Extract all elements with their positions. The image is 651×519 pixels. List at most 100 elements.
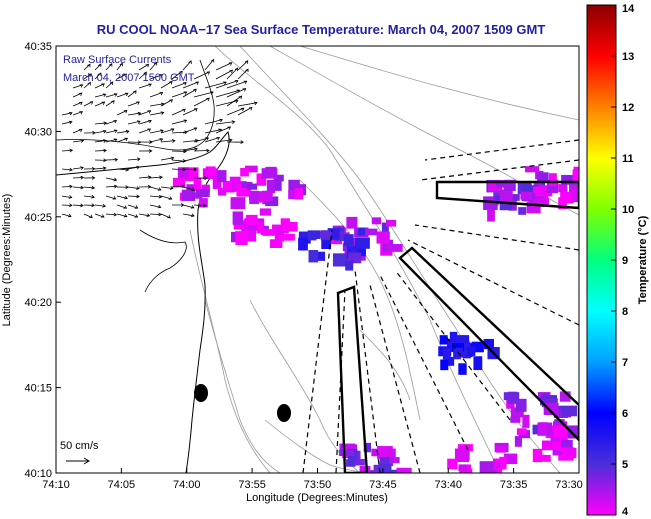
sst-pixel — [217, 187, 227, 196]
sst-pixel — [373, 464, 382, 473]
current-vector — [182, 88, 197, 98]
current-vector-head — [113, 184, 118, 189]
current-vector — [160, 140, 175, 143]
colorbar-tick-label: 13 — [622, 51, 634, 63]
current-vector-head — [98, 63, 102, 68]
current-vector — [182, 186, 195, 191]
sst-pixel — [294, 188, 304, 200]
current-vector — [160, 186, 173, 189]
sst-pixel — [256, 173, 267, 186]
colorbar-tick-label: 4 — [622, 506, 629, 518]
sst-pixel — [273, 174, 284, 182]
current-vector-head — [109, 63, 113, 67]
current-vector — [204, 59, 214, 71]
sst-pixel — [241, 181, 253, 188]
current-vector — [193, 91, 214, 98]
sst-pixel — [364, 228, 378, 236]
current-vector — [61, 195, 72, 198]
sst-pixel — [479, 461, 496, 473]
sst-pixel — [569, 182, 579, 193]
current-vector-head — [240, 140, 244, 145]
sst-pixel — [387, 244, 403, 252]
sst-pixel — [543, 403, 559, 415]
current-vector-head — [125, 129, 130, 134]
current-vector — [105, 100, 115, 107]
current-vector-head — [80, 185, 84, 190]
current-vector-head — [80, 175, 85, 180]
current-vector-head — [238, 95, 243, 100]
current-vector-head — [170, 156, 175, 161]
current-vector-head — [223, 81, 227, 85]
current-vector-head — [91, 194, 95, 199]
current-vector — [171, 150, 187, 152]
current-vector — [226, 67, 238, 80]
sst-pixel — [561, 405, 577, 417]
colorbar-tick-label: 14 — [622, 3, 635, 15]
current-vector — [127, 120, 141, 125]
current-vector-head — [147, 128, 152, 132]
current-vector-head — [89, 101, 94, 105]
current-vector-head — [149, 140, 153, 144]
current-vector — [72, 101, 83, 107]
sst-pixel — [269, 239, 283, 248]
current-vector-head — [159, 92, 164, 96]
sst-pixel — [458, 363, 467, 375]
current-vector-head — [133, 90, 137, 94]
sst-pixel — [247, 183, 258, 190]
sst-pixel — [337, 227, 345, 235]
sst-pixel — [371, 448, 379, 457]
current-vector-head — [194, 108, 198, 112]
current-vector-head — [69, 148, 74, 153]
sst-pixel — [346, 459, 356, 467]
sst-pixel — [318, 230, 332, 239]
colorbar-tick-label: 9 — [622, 255, 628, 267]
current-vector-head — [153, 61, 158, 66]
study-boxes — [336, 180, 579, 473]
current-vector-head — [103, 121, 108, 126]
x-tick-label: 73:45 — [369, 479, 397, 491]
current-vector — [94, 213, 105, 218]
current-vector — [215, 121, 235, 125]
sst-pixel — [503, 453, 518, 465]
current-vector — [105, 177, 117, 181]
sst-pixel — [467, 346, 476, 356]
current-vector — [149, 186, 161, 191]
current-vector — [83, 186, 95, 189]
current-vector — [83, 195, 95, 198]
current-vector-head — [179, 70, 183, 75]
current-vector — [72, 111, 83, 116]
current-vector-head — [87, 63, 91, 68]
sst-pixel — [356, 248, 366, 257]
sst-pixel — [495, 180, 505, 188]
current-vector-head — [183, 82, 187, 86]
sst-pixel — [493, 462, 502, 471]
current-vector — [160, 99, 173, 107]
current-vector — [138, 110, 151, 116]
x-tick-label: 73:55 — [238, 479, 266, 491]
current-vector — [160, 213, 171, 219]
current-vector-head — [159, 175, 163, 180]
sst-pixel — [506, 194, 520, 201]
sst-pixel — [196, 188, 210, 198]
current-vector-head — [231, 120, 236, 124]
current-vector-head — [228, 62, 233, 66]
current-vector-head — [136, 186, 140, 190]
sst-pixel — [522, 185, 538, 197]
sst-pixel — [266, 179, 275, 194]
current-vector — [215, 139, 232, 143]
current-vector-head — [100, 214, 105, 218]
sst-pixel — [307, 230, 320, 239]
current-vector — [94, 140, 107, 143]
current-vector-head — [80, 139, 85, 143]
sst-pixel — [546, 179, 559, 194]
sst-pixel — [533, 181, 543, 192]
current-vector-head — [194, 147, 198, 152]
current-vector — [182, 108, 198, 116]
current-vector — [116, 130, 129, 134]
current-vector — [149, 112, 164, 116]
sst-pixel — [217, 170, 227, 183]
current-vector-head — [206, 71, 211, 75]
current-vector — [83, 101, 93, 107]
sst-pixel — [346, 246, 357, 259]
sst-pixel — [510, 407, 524, 418]
